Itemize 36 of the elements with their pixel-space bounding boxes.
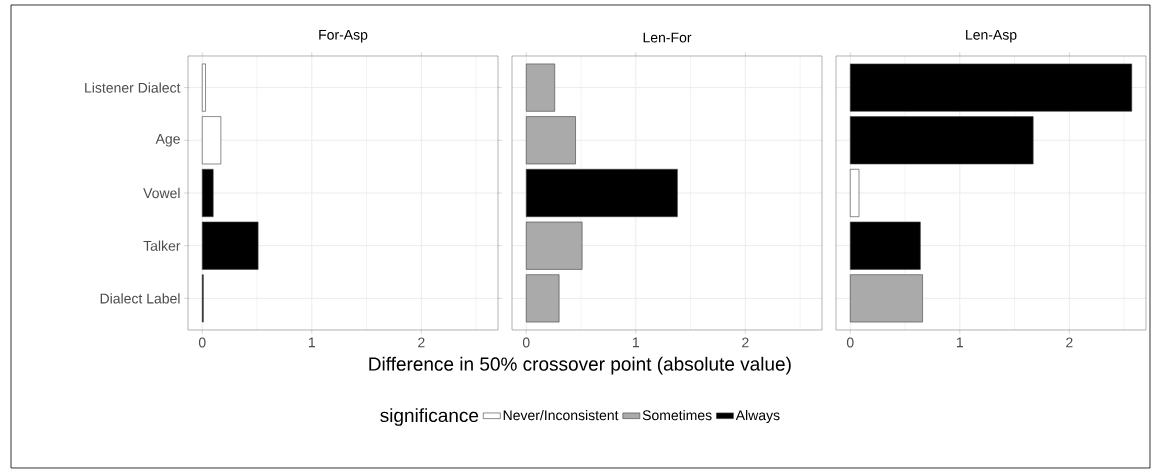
x-tick-label: 2 — [742, 337, 749, 348]
bar — [201, 116, 222, 165]
x-tick-label: 1 — [632, 337, 640, 348]
bar — [849, 274, 923, 323]
y-tick-label: Dialect Label — [100, 293, 180, 304]
bar — [525, 221, 583, 270]
bar — [525, 116, 576, 165]
x-tick-label: 0 — [846, 337, 854, 348]
x-tick-label: 2 — [418, 337, 425, 348]
x-tick-label: 1 — [956, 337, 964, 348]
bar — [849, 116, 1034, 165]
legend-label: Never/Inconsistent — [503, 409, 619, 421]
bar — [525, 168, 678, 217]
legend-label: Sometimes — [642, 409, 712, 421]
x-axis-title: Difference in 50% crossover point (absolute value) — [369, 356, 791, 375]
chart-title: For-Asp — [319, 29, 368, 43]
y-tick-label: Vowel — [143, 187, 180, 199]
bar — [849, 63, 1133, 112]
y-tick-label: Talker — [143, 240, 181, 251]
x-tick-label: 0 — [198, 337, 206, 348]
bar — [201, 221, 259, 270]
x-tick-label: 0 — [522, 337, 530, 348]
x-tick-label: 2 — [1066, 337, 1073, 348]
chart-title: Len-For — [643, 32, 692, 43]
legend-label: Always — [735, 409, 780, 424]
bar — [525, 63, 556, 112]
bar — [525, 274, 560, 323]
chart-title: Len-Asp — [966, 29, 1017, 43]
x-tick-label: 1 — [308, 337, 316, 348]
bar — [201, 63, 206, 112]
bar — [849, 221, 921, 270]
y-tick-label: Listener Dialect — [85, 82, 181, 93]
legend-title: significance — [380, 408, 479, 426]
y-tick-label: Age — [155, 134, 180, 147]
bar — [849, 168, 860, 217]
bar — [201, 168, 214, 217]
